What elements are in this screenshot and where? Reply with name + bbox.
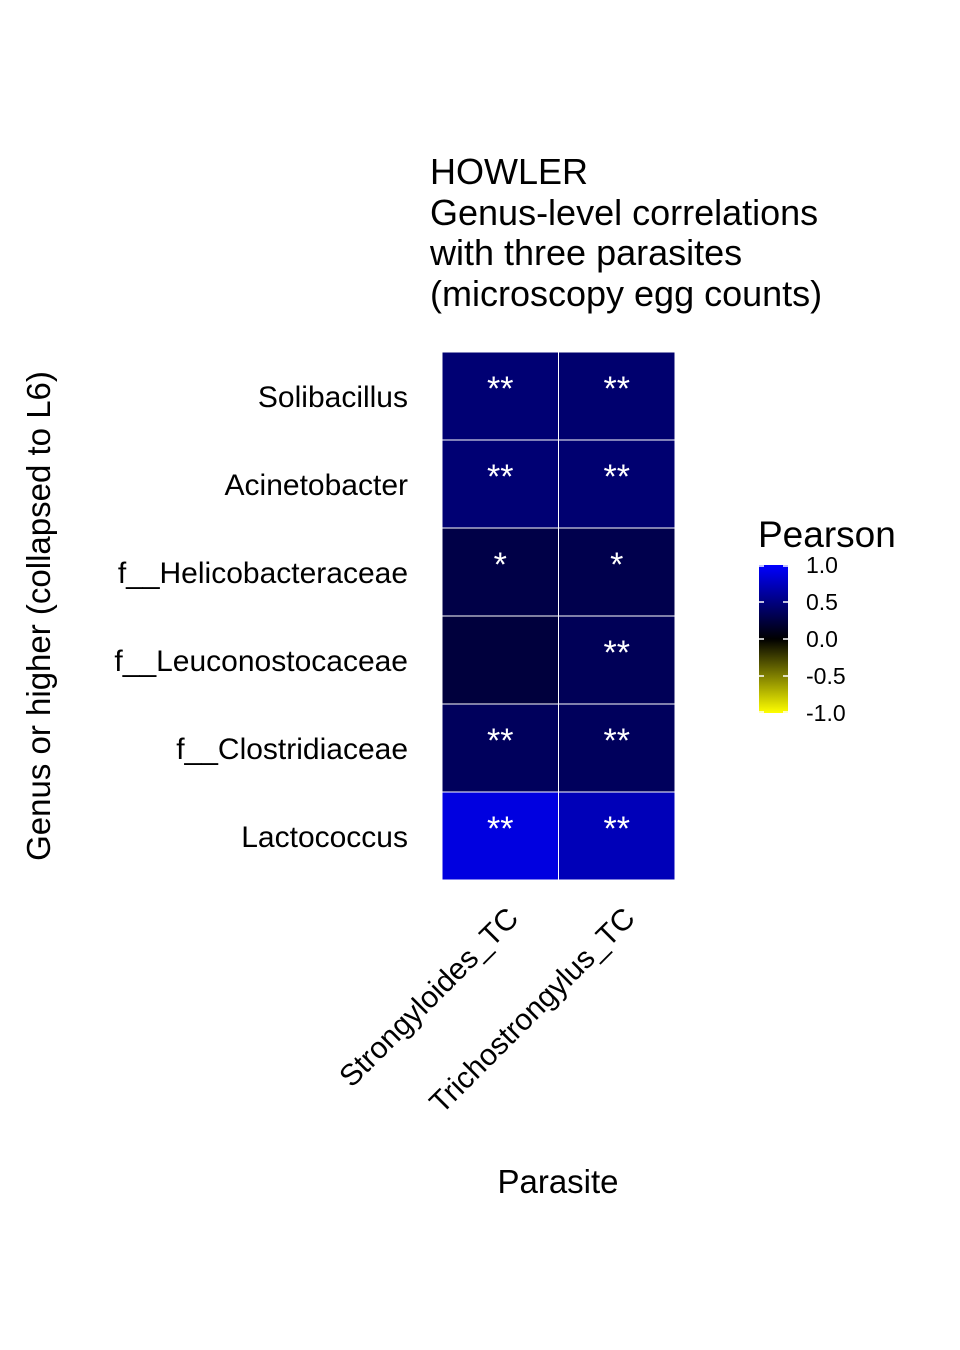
chart-title: HOWLER Genus-level correlations with thr… bbox=[429, 151, 828, 314]
y-axis-tick-labels: Solibacillus Acinetobacter f__Helicobacter… bbox=[114, 381, 408, 854]
heatmap-cell bbox=[558, 527, 676, 617]
y-tick-label: Solibacillus bbox=[258, 381, 408, 414]
significance-label: ** bbox=[604, 634, 630, 672]
y-tick-label: Lactococcus bbox=[241, 821, 408, 854]
significance-label: * bbox=[610, 546, 623, 584]
legend-tick-label: 1.0 bbox=[806, 552, 838, 578]
heatmap-cell bbox=[558, 351, 676, 441]
y-tick-label: Acinetobacter bbox=[225, 469, 408, 502]
significance-label: ** bbox=[487, 370, 513, 408]
heatmap-cell bbox=[558, 439, 676, 529]
legend-tick-label: 0.0 bbox=[806, 626, 838, 652]
heatmap-cell bbox=[441, 439, 559, 529]
y-tick-label: f__Clostridiaceae bbox=[176, 733, 408, 766]
heatmap-cell bbox=[441, 791, 559, 881]
legend-title: Pearson bbox=[758, 514, 896, 555]
heatmap-cell bbox=[441, 351, 559, 441]
chart-title-line: (microscopy egg counts) bbox=[430, 273, 822, 314]
significance-label: * bbox=[494, 546, 507, 584]
heatmap-cells bbox=[441, 351, 676, 881]
heatmap-cell bbox=[441, 527, 559, 617]
significance-label: ** bbox=[604, 722, 630, 760]
significance-label: ** bbox=[487, 722, 513, 760]
significance-label: ** bbox=[604, 810, 630, 848]
y-tick-label: f__Helicobacteraceae bbox=[118, 557, 408, 590]
significance-label: ** bbox=[487, 458, 513, 496]
heatmap-cell bbox=[558, 791, 676, 881]
y-axis-title: Genus or higher (collapsed to L6) bbox=[20, 371, 57, 861]
y-tick-label: f__Leuconostocaceae bbox=[114, 645, 408, 678]
heatmap-cell bbox=[441, 615, 559, 705]
x-axis-title: Parasite bbox=[497, 1163, 618, 1200]
chart-title-line: Genus-level correlations bbox=[430, 192, 818, 233]
significance-label: ** bbox=[604, 370, 630, 408]
heatmap-cell bbox=[441, 703, 559, 793]
legend-tick-label: 0.5 bbox=[806, 589, 838, 615]
chart-title-line: with three parasites bbox=[429, 232, 742, 273]
legend-tick-label: -1.0 bbox=[806, 700, 846, 726]
legend-ticks: 1.0 0.5 0.0 -0.5 -1.0 bbox=[759, 552, 846, 726]
significance-label: ** bbox=[604, 458, 630, 496]
significance-labels: ** **** *** ***** **** ** bbox=[487, 370, 630, 848]
significance-label: ** bbox=[487, 810, 513, 848]
legend-tick-label: -0.5 bbox=[806, 663, 846, 689]
x-tick-label: Trichostrongylus_TC bbox=[423, 902, 641, 1120]
chart-title-line: HOWLER bbox=[430, 151, 588, 192]
color-legend: Pearson 1.0 0.5 0.0 -0.5 -1.0 bbox=[758, 514, 896, 726]
